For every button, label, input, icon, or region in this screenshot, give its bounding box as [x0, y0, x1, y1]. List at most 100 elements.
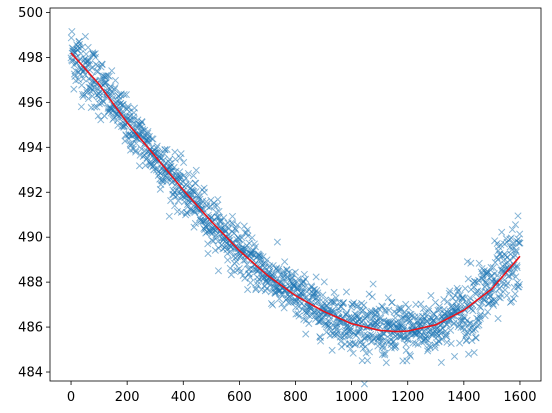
scatter-point: [460, 295, 468, 303]
scatter-point: [91, 103, 99, 111]
scatter-point: [124, 102, 132, 110]
scatter-point: [398, 320, 406, 328]
scatter-point: [263, 256, 271, 264]
scatter-point: [477, 310, 485, 318]
scatter-point: [119, 100, 127, 108]
scatter-point: [443, 338, 451, 346]
scatter-point: [516, 239, 524, 247]
scatter-point: [292, 310, 300, 318]
scatter-point: [144, 127, 152, 136]
scatter-point: [509, 242, 517, 251]
scatter-point: [249, 265, 257, 273]
scatter-point: [342, 288, 351, 296]
scatter-point: [109, 89, 117, 97]
scatter-point: [180, 158, 188, 167]
scatter-point: [369, 280, 377, 288]
scatter-point: [259, 253, 267, 261]
scatter-point: [79, 75, 87, 83]
x-axis: 0 200 400 600 800 1000 1200 1400 1600: [67, 381, 537, 405]
scatter-point: [256, 255, 264, 263]
scatter-point: [120, 90, 128, 99]
scatter-point: [406, 352, 415, 360]
scatter-point: [163, 145, 171, 153]
x-tick-label: 400: [171, 390, 196, 405]
scatter-point: [385, 317, 393, 325]
scatter-point: [337, 337, 345, 345]
scatter-point: [335, 308, 343, 316]
scatter-point: [471, 278, 479, 286]
scatter-point: [84, 43, 92, 52]
scatter-point: [238, 243, 246, 252]
scatter-point: [89, 49, 97, 57]
scatter-point: [75, 37, 83, 45]
scatter-point: [111, 85, 119, 93]
scatter-point: [274, 267, 282, 275]
scatter-point: [512, 248, 520, 256]
scatter-point: [300, 315, 308, 323]
x-tick-label: 200: [115, 390, 140, 405]
scatter-point: [512, 246, 520, 254]
scatter-point: [68, 27, 76, 36]
scatter-point: [77, 103, 85, 111]
scatter-point: [211, 246, 219, 254]
scatter-point: [402, 300, 410, 308]
scatter-point: [503, 291, 511, 300]
scatter-point: [313, 287, 321, 295]
scatter-point: [182, 174, 190, 182]
scatter-point: [251, 243, 260, 251]
scatter-point: [124, 104, 132, 112]
scatter-point: [232, 226, 240, 234]
scatter-point: [208, 236, 216, 245]
scatter-point: [419, 305, 427, 313]
scatter-point: [253, 281, 262, 289]
scatter-point: [98, 60, 106, 69]
scatter-point: [233, 221, 242, 229]
scatter-point: [454, 287, 462, 296]
scatter-point: [475, 321, 483, 329]
scatter-point: [138, 118, 146, 126]
scatter-point: [121, 137, 129, 145]
scatter-point: [170, 163, 178, 171]
scatter-point: [445, 289, 453, 297]
scatter-point: [273, 238, 281, 246]
scatter-point: [388, 298, 396, 306]
y-tick-label: 490: [18, 231, 43, 246]
scatter-point: [464, 275, 472, 283]
scatter-point: [365, 348, 374, 356]
scatter-point: [246, 279, 254, 287]
scatter-point: [244, 232, 252, 240]
scatter-point: [111, 76, 119, 84]
x-tick-label: 1200: [391, 390, 424, 405]
scatter-point: [328, 299, 336, 307]
scatter-point: [482, 281, 491, 289]
scatter-point: [334, 328, 342, 336]
scatter-point: [111, 84, 119, 92]
x-tick-label: 1400: [447, 390, 480, 405]
scatter-point: [453, 302, 461, 310]
scatter-point: [515, 280, 523, 289]
scatter-point: [378, 343, 386, 351]
scatter-point: [360, 301, 368, 309]
scatter-point: [314, 293, 322, 301]
scatter-point: [377, 314, 385, 323]
scatter-point: [295, 312, 303, 320]
scatter-point: [443, 298, 452, 306]
scatter-point: [404, 304, 413, 312]
scatter-point: [501, 286, 509, 294]
scatter-point: [150, 166, 158, 174]
scatter-point: [192, 179, 200, 187]
scatter-point: [381, 308, 390, 316]
scatter-point: [477, 304, 485, 312]
scatter-point: [484, 308, 492, 316]
scatter-point: [474, 315, 482, 323]
y-tick-label: 496: [18, 96, 43, 111]
fit-curve: [70, 52, 521, 333]
scatter-point: [269, 301, 277, 309]
x-tick-label: 800: [283, 390, 308, 405]
scatter-point: [508, 226, 516, 234]
scatter-point: [384, 294, 392, 302]
scatter-point: [381, 349, 389, 357]
scatter-point: [161, 146, 169, 154]
scatter-point: [229, 220, 237, 228]
scatter-point: [423, 332, 431, 340]
